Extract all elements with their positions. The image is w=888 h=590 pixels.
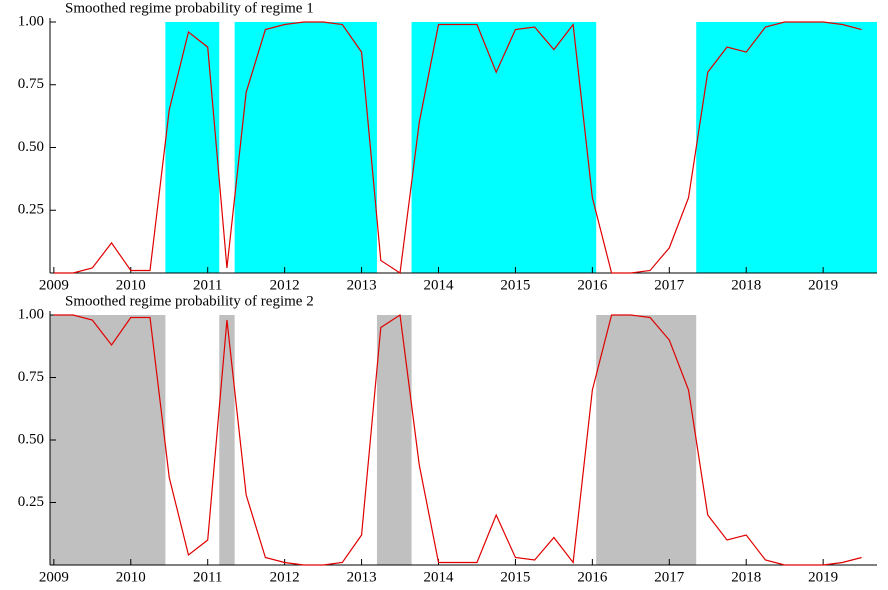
regime-shade — [411, 22, 597, 273]
regime-shade — [165, 22, 220, 273]
x-tick-label: 2017 — [654, 569, 685, 585]
x-tick-label: 2017 — [654, 277, 685, 293]
y-tick-label: 0.50 — [18, 431, 44, 447]
y-tick-label: 1.00 — [18, 306, 44, 322]
x-tick-label: 2019 — [808, 277, 838, 293]
y-tick-label: 0.75 — [18, 76, 44, 92]
x-tick-label: 2011 — [193, 569, 222, 585]
x-tick-label: 2018 — [731, 569, 761, 585]
x-tick-label: 2013 — [347, 277, 377, 293]
x-tick-label: 2015 — [500, 569, 530, 585]
x-tick-label: 2014 — [423, 569, 454, 585]
x-tick-label: 2019 — [808, 569, 838, 585]
regime-shade — [376, 315, 412, 565]
chart-title: Smoothed regime probability of regime 1 — [65, 0, 314, 16]
y-tick-label: 0.50 — [18, 139, 44, 155]
regime-shade — [696, 22, 877, 273]
regime-shade — [234, 22, 377, 273]
x-tick-label: 2014 — [423, 277, 454, 293]
x-tick-label: 2016 — [577, 277, 608, 293]
x-tick-label: 2009 — [39, 277, 69, 293]
x-tick-label: 2009 — [39, 569, 69, 585]
x-tick-label: 2015 — [500, 277, 530, 293]
y-tick-label: 0.75 — [18, 369, 44, 385]
probability-line — [53, 21, 862, 275]
x-tick-label: 2018 — [731, 277, 761, 293]
x-tick-label: 2010 — [116, 277, 146, 293]
x-tick-label: 2012 — [270, 569, 300, 585]
y-tick-label: 0.25 — [18, 494, 44, 510]
chart-title: Smoothed regime probability of regime 2 — [65, 293, 314, 309]
probability-line — [53, 313, 862, 566]
x-tick-label: 2011 — [193, 277, 222, 293]
y-tick-label: 0.25 — [18, 202, 44, 218]
regime-shade — [596, 315, 697, 565]
x-tick-label: 2016 — [577, 569, 608, 585]
x-tick-label: 2013 — [347, 569, 377, 585]
x-tick-label: 2012 — [270, 277, 300, 293]
y-tick-label: 1.00 — [18, 13, 44, 29]
regime-shade — [219, 315, 235, 565]
x-tick-label: 2010 — [116, 569, 146, 585]
regime-shade — [50, 315, 166, 565]
